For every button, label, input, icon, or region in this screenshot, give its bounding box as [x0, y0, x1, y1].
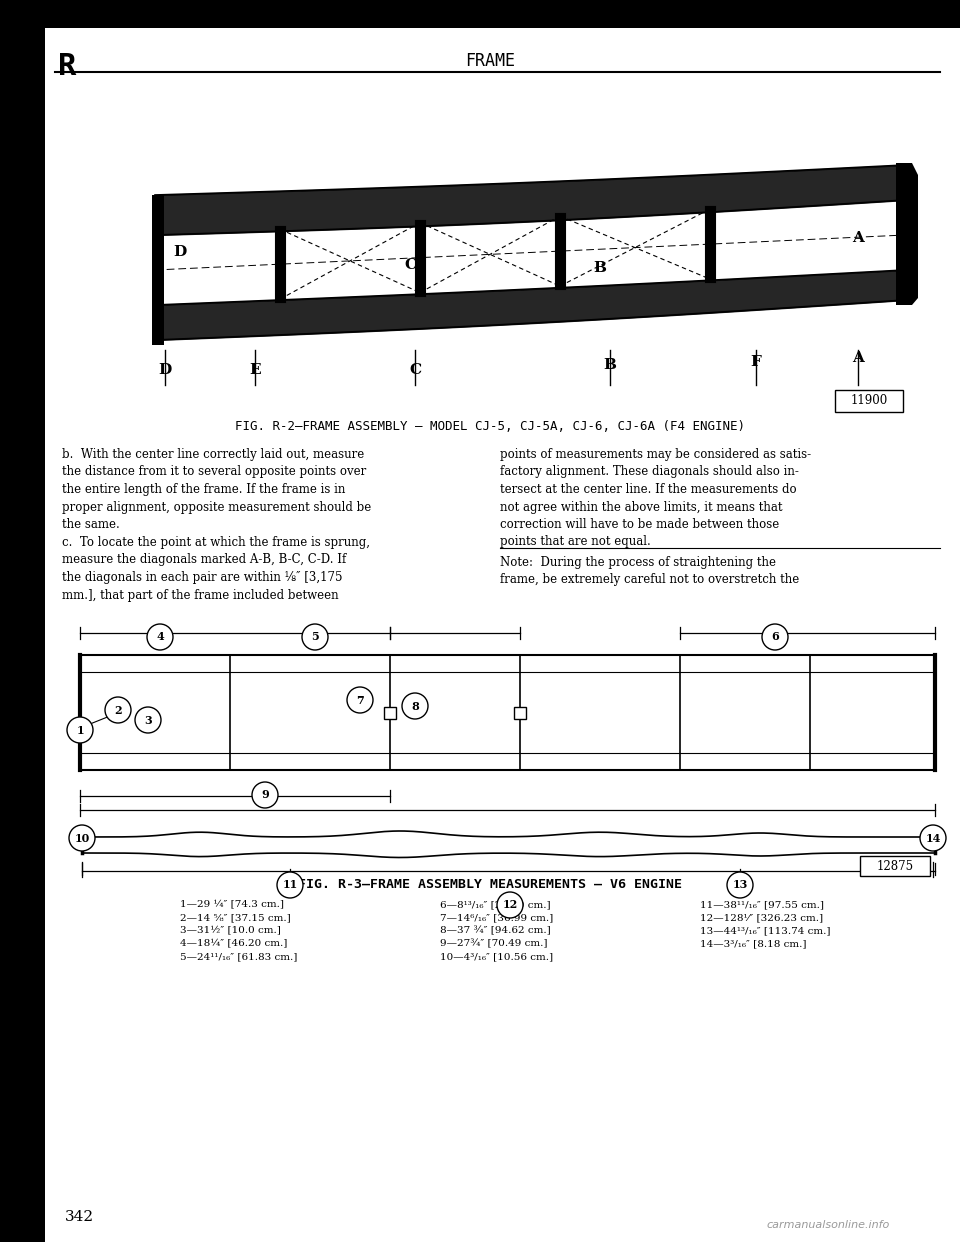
Text: B: B	[604, 358, 616, 373]
Text: 1: 1	[76, 724, 84, 735]
Text: 11900: 11900	[851, 395, 888, 407]
Text: FIG. R-2—FRAME ASSEMBLY — MODEL CJ-5, CJ-5A, CJ-6, CJ-6A (F4 ENGINE): FIG. R-2—FRAME ASSEMBLY — MODEL CJ-5, CJ…	[235, 420, 745, 433]
Text: 342: 342	[65, 1210, 94, 1225]
Text: 11: 11	[282, 879, 298, 891]
Text: 5: 5	[311, 631, 319, 642]
Circle shape	[727, 872, 753, 898]
Text: 2: 2	[114, 704, 122, 715]
Text: points of measurements may be considered as satis-
factory alignment. These diag: points of measurements may be considered…	[500, 448, 811, 549]
Text: 1—29 ¼″ [74.3 cm.]: 1—29 ¼″ [74.3 cm.]	[180, 900, 284, 909]
Text: 11—38¹¹/₁₆″ [97.55 cm.]: 11—38¹¹/₁₆″ [97.55 cm.]	[700, 900, 824, 909]
Text: 8—37 ¾″ [94.62 cm.]: 8—37 ¾″ [94.62 cm.]	[440, 927, 551, 935]
Text: A: A	[852, 231, 864, 245]
Text: FRAME: FRAME	[465, 52, 515, 70]
Circle shape	[277, 872, 303, 898]
Text: 12875: 12875	[876, 859, 914, 872]
Text: 10—4³/₁₆″ [10.56 cm.]: 10—4³/₁₆″ [10.56 cm.]	[440, 953, 553, 961]
Text: 4: 4	[156, 631, 164, 642]
Text: E: E	[250, 363, 261, 378]
Circle shape	[920, 825, 946, 851]
Text: 4—18¼″ [46.20 cm.]: 4—18¼″ [46.20 cm.]	[180, 939, 287, 948]
Text: FIG. R-3—FRAME ASSEMBLY MEASUREMENTS — V6 ENGINE: FIG. R-3—FRAME ASSEMBLY MEASUREMENTS — V…	[298, 878, 682, 891]
Circle shape	[402, 693, 428, 719]
Bar	[0, 0, 960, 29]
Text: C: C	[409, 363, 421, 378]
Text: 10: 10	[74, 832, 89, 843]
Text: 14: 14	[925, 832, 941, 843]
Circle shape	[762, 623, 788, 650]
Text: 13—44¹³/₁₆″ [113.74 cm.]: 13—44¹³/₁₆″ [113.74 cm.]	[700, 927, 830, 935]
Text: c.  To locate the point at which the frame is sprung,
measure the diagonals mark: c. To locate the point at which the fram…	[62, 537, 370, 601]
Text: 12—128⅟″ [326.23 cm.]: 12—128⅟″ [326.23 cm.]	[700, 913, 823, 922]
Text: Note:  During the process of straightening the
frame, be extremely careful not t: Note: During the process of straightenin…	[500, 556, 800, 586]
Circle shape	[135, 707, 161, 733]
Text: carmanualsonline.info: carmanualsonline.info	[767, 1220, 890, 1230]
Circle shape	[347, 687, 373, 713]
Text: 2—14 ⅝″ [37.15 cm.]: 2—14 ⅝″ [37.15 cm.]	[180, 913, 291, 922]
Text: 12: 12	[502, 899, 517, 910]
Text: b.  With the center line correctly laid out, measure
the distance from it to sev: b. With the center line correctly laid o…	[62, 448, 372, 532]
Text: R: R	[58, 52, 77, 81]
Bar	[835, 390, 903, 412]
Text: 7: 7	[356, 694, 364, 705]
Bar	[0, 0, 45, 1242]
Bar	[152, 195, 164, 345]
Text: 6: 6	[771, 631, 779, 642]
Text: 9—27¾″ [70.49 cm.]: 9—27¾″ [70.49 cm.]	[440, 939, 547, 949]
Text: 9: 9	[261, 790, 269, 801]
Text: 3—31½″ [10.0 cm.]: 3—31½″ [10.0 cm.]	[180, 927, 281, 935]
Circle shape	[252, 782, 278, 809]
Text: C: C	[404, 258, 416, 272]
Circle shape	[302, 623, 328, 650]
Bar	[384, 707, 396, 719]
Text: D: D	[158, 363, 172, 378]
Circle shape	[69, 825, 95, 851]
Bar	[860, 856, 930, 876]
Circle shape	[497, 892, 523, 918]
Circle shape	[67, 717, 93, 743]
Text: B: B	[593, 261, 607, 274]
Text: 8: 8	[411, 700, 419, 712]
Text: 3: 3	[144, 714, 152, 725]
Text: D: D	[174, 245, 186, 260]
Text: 13: 13	[732, 879, 748, 891]
Text: 6—8¹³/₁₆″ [20.40 cm.]: 6—8¹³/₁₆″ [20.40 cm.]	[440, 900, 551, 909]
Bar	[514, 707, 526, 719]
Text: 7—14⁶/₁₆″ [36.99 cm.]: 7—14⁶/₁₆″ [36.99 cm.]	[440, 913, 553, 922]
Text: 14—3³/₁₆″ [8.18 cm.]: 14—3³/₁₆″ [8.18 cm.]	[700, 939, 806, 948]
Polygon shape	[896, 163, 918, 306]
Text: 5—24¹¹/₁₆″ [61.83 cm.]: 5—24¹¹/₁₆″ [61.83 cm.]	[180, 953, 298, 961]
Circle shape	[105, 697, 131, 723]
Circle shape	[147, 623, 173, 650]
Text: F: F	[751, 355, 761, 369]
Text: A: A	[852, 351, 864, 365]
